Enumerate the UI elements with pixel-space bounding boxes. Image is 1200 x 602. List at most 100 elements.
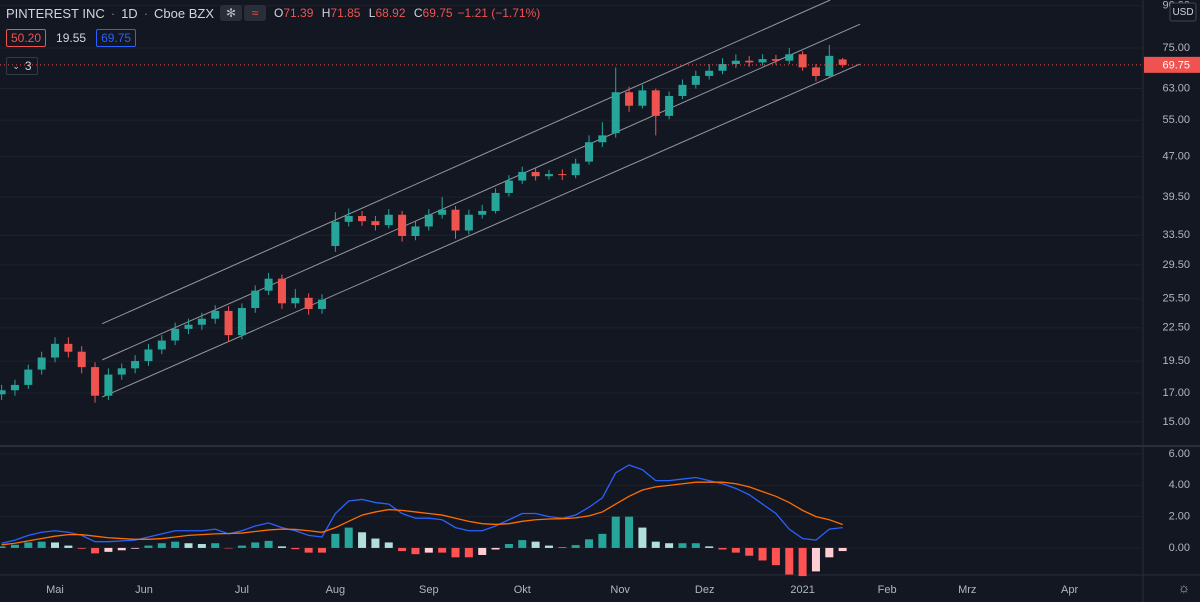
candle-body — [838, 59, 847, 65]
candle-body — [665, 96, 674, 116]
currency-box[interactable] — [1169, 2, 1197, 22]
separator: · — [110, 5, 116, 21]
trend-line — [101, 23, 861, 361]
histogram-bar — [144, 545, 153, 548]
histogram-bar — [331, 533, 340, 548]
histogram-bar — [518, 540, 527, 548]
candle-body — [24, 369, 33, 385]
histogram-bar — [304, 547, 313, 553]
candle-body — [811, 67, 820, 76]
last-price-box — [1144, 56, 1200, 73]
histogram-bar — [451, 547, 460, 558]
ohlc-key: O — [274, 6, 284, 20]
interval: 1D — [121, 5, 138, 21]
candle-body — [384, 214, 393, 226]
ohlc-value: 71.85 — [330, 6, 361, 20]
exchange: Cboe BZX — [154, 5, 215, 21]
candle-body — [104, 374, 113, 396]
histogram-bar — [758, 547, 767, 561]
histogram-bar — [184, 543, 193, 548]
histogram-bar — [77, 547, 86, 549]
change: −1.21 (−1.71%) — [457, 6, 541, 20]
y-tick-label: 63.00 — [1162, 82, 1190, 94]
histogram-bar — [0, 546, 6, 548]
candle-body — [77, 351, 86, 368]
settings-icon[interactable]: ☼ — [1178, 580, 1191, 596]
candle-body — [358, 216, 367, 222]
histogram-bar — [131, 547, 140, 549]
histogram-bar — [424, 547, 433, 553]
candle-body — [798, 54, 807, 68]
histogram-bar — [157, 543, 166, 548]
candle-body — [611, 92, 620, 134]
candle-body — [50, 343, 60, 358]
ohlc-key: L — [368, 6, 376, 20]
candle-body — [371, 221, 380, 226]
y-tick-label: 22.50 — [1162, 322, 1190, 334]
candle-body — [478, 210, 487, 215]
histogram-bar — [611, 516, 620, 548]
candle-body — [277, 278, 286, 304]
candle-body — [438, 209, 447, 215]
candle-body — [264, 278, 273, 291]
ohlc-key: H — [321, 6, 331, 20]
candle-body — [825, 55, 834, 76]
histogram-bar — [37, 541, 46, 548]
last-price-label: 69.75 — [1162, 59, 1190, 71]
ohlc-value: 68.92 — [375, 6, 406, 20]
icon-button[interactable]: ≈ — [244, 5, 267, 21]
candle-body — [638, 90, 647, 106]
indicator-toggle[interactable]: ⌄ 3 — [6, 57, 38, 75]
icon-button[interactable]: ✻ — [220, 5, 243, 21]
histogram-bar — [651, 541, 660, 548]
histogram-bar — [237, 545, 246, 548]
candle-body — [197, 318, 206, 325]
x-tick-label: 2021 — [790, 584, 814, 596]
candle-body — [451, 209, 460, 231]
histogram-bar — [10, 544, 19, 548]
y-tick-label: 15.00 — [1162, 416, 1190, 428]
y-tick-label: 55.00 — [1162, 114, 1190, 126]
x-tick-label: Jul — [235, 584, 249, 596]
histogram-bar — [277, 546, 286, 548]
x-tick-label: Mai — [46, 584, 64, 596]
candle-body — [758, 59, 767, 63]
candle-body — [398, 214, 407, 237]
histogram-bar — [585, 539, 594, 548]
histogram-bar — [731, 547, 740, 553]
histogram-bar — [318, 547, 327, 553]
candle-body — [144, 349, 153, 362]
histogram-bar — [464, 547, 473, 558]
candle-body — [157, 340, 166, 350]
histogram-bar — [117, 547, 126, 551]
histogram-bar — [344, 527, 353, 548]
histogram-bar — [358, 532, 367, 548]
histogram-bar — [438, 547, 447, 553]
y-tick-label: 29.50 — [1162, 259, 1190, 271]
candle-body — [518, 171, 527, 181]
histogram-bar — [544, 545, 553, 548]
histogram-bar — [798, 547, 807, 577]
histogram-bar — [211, 543, 220, 548]
histogram-bar — [678, 543, 687, 548]
histogram-bar — [745, 547, 754, 556]
candle-body — [91, 367, 100, 396]
histogram-bar — [625, 516, 634, 548]
histogram-bar — [371, 538, 380, 548]
candle-body — [598, 135, 607, 143]
trend-line — [101, 0, 831, 325]
candle-body — [237, 308, 246, 336]
histogram-bar — [104, 547, 113, 552]
histogram-bar — [558, 547, 567, 548]
histogram-bar — [705, 546, 714, 548]
x-tick-label: Dez — [695, 584, 715, 596]
x-tick-label: Nov — [610, 584, 630, 596]
candle-body — [318, 299, 327, 309]
marks — [0, 0, 1143, 577]
y-tick-label: 2.00 — [1169, 511, 1190, 523]
histogram-bar — [398, 547, 407, 552]
ohlc-key: C — [413, 6, 423, 20]
histogram-bar — [838, 547, 847, 552]
candle-body — [491, 192, 500, 211]
